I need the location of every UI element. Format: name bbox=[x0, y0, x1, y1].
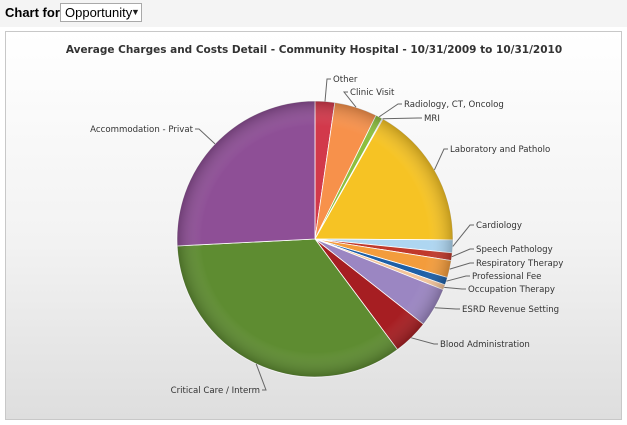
slice-label: MRI bbox=[424, 114, 440, 124]
chart-panel: Average Charges and Costs Detail - Commu… bbox=[5, 31, 622, 420]
slice-label: Cardiology bbox=[476, 221, 522, 231]
label-leader-line bbox=[444, 286, 466, 290]
chevron-down-icon: ▼ bbox=[131, 7, 140, 17]
label-leader-line bbox=[451, 248, 474, 258]
label-leader-line bbox=[449, 262, 474, 270]
slice-label: Occupation Therapy bbox=[468, 285, 555, 295]
chart-title: Average Charges and Costs Detail - Commu… bbox=[66, 44, 562, 56]
slice-label: Respiratory Therapy bbox=[476, 259, 563, 269]
slice-label: Speech Pathology bbox=[476, 245, 553, 255]
slice-label: Professional Fee bbox=[472, 272, 541, 282]
slice-label: Accommodation - Privat bbox=[90, 125, 193, 135]
label-leader-line bbox=[446, 275, 470, 282]
label-leader-line bbox=[342, 91, 357, 108]
label-leader-line bbox=[324, 78, 331, 102]
label-leader-line bbox=[195, 128, 216, 145]
slice-label: Critical Care / Interm bbox=[171, 386, 260, 396]
slice-label: ESRD Revenue Setting bbox=[462, 305, 559, 315]
chart-for-label: Chart for bbox=[5, 5, 60, 20]
pie-chart: Average Charges and Costs Detail - Commu… bbox=[66, 44, 563, 396]
label-leader-line bbox=[378, 103, 402, 118]
slice-label: Laboratory and Patholo bbox=[450, 145, 550, 155]
label-leader-line bbox=[411, 337, 438, 345]
label-leader-line bbox=[382, 117, 422, 120]
slice-label: Other bbox=[333, 75, 358, 85]
label-leader-line bbox=[433, 148, 448, 171]
slice-label: Clinic Visit bbox=[350, 88, 395, 98]
toolbar: Chart for Opportunity ▼ bbox=[0, 0, 627, 27]
slice-label: Blood Administration bbox=[440, 340, 530, 350]
chart-type-select[interactable]: Opportunity ▼ bbox=[60, 3, 142, 22]
pie-slice-accommodation-privat[interactable] bbox=[176, 100, 316, 247]
chart-type-select-value: Opportunity bbox=[65, 5, 133, 20]
label-leader-line bbox=[434, 307, 460, 310]
label-leader-line bbox=[255, 363, 267, 391]
slice-label: Radiology, CT, Oncolog bbox=[404, 100, 504, 110]
label-leader-line bbox=[452, 224, 474, 247]
